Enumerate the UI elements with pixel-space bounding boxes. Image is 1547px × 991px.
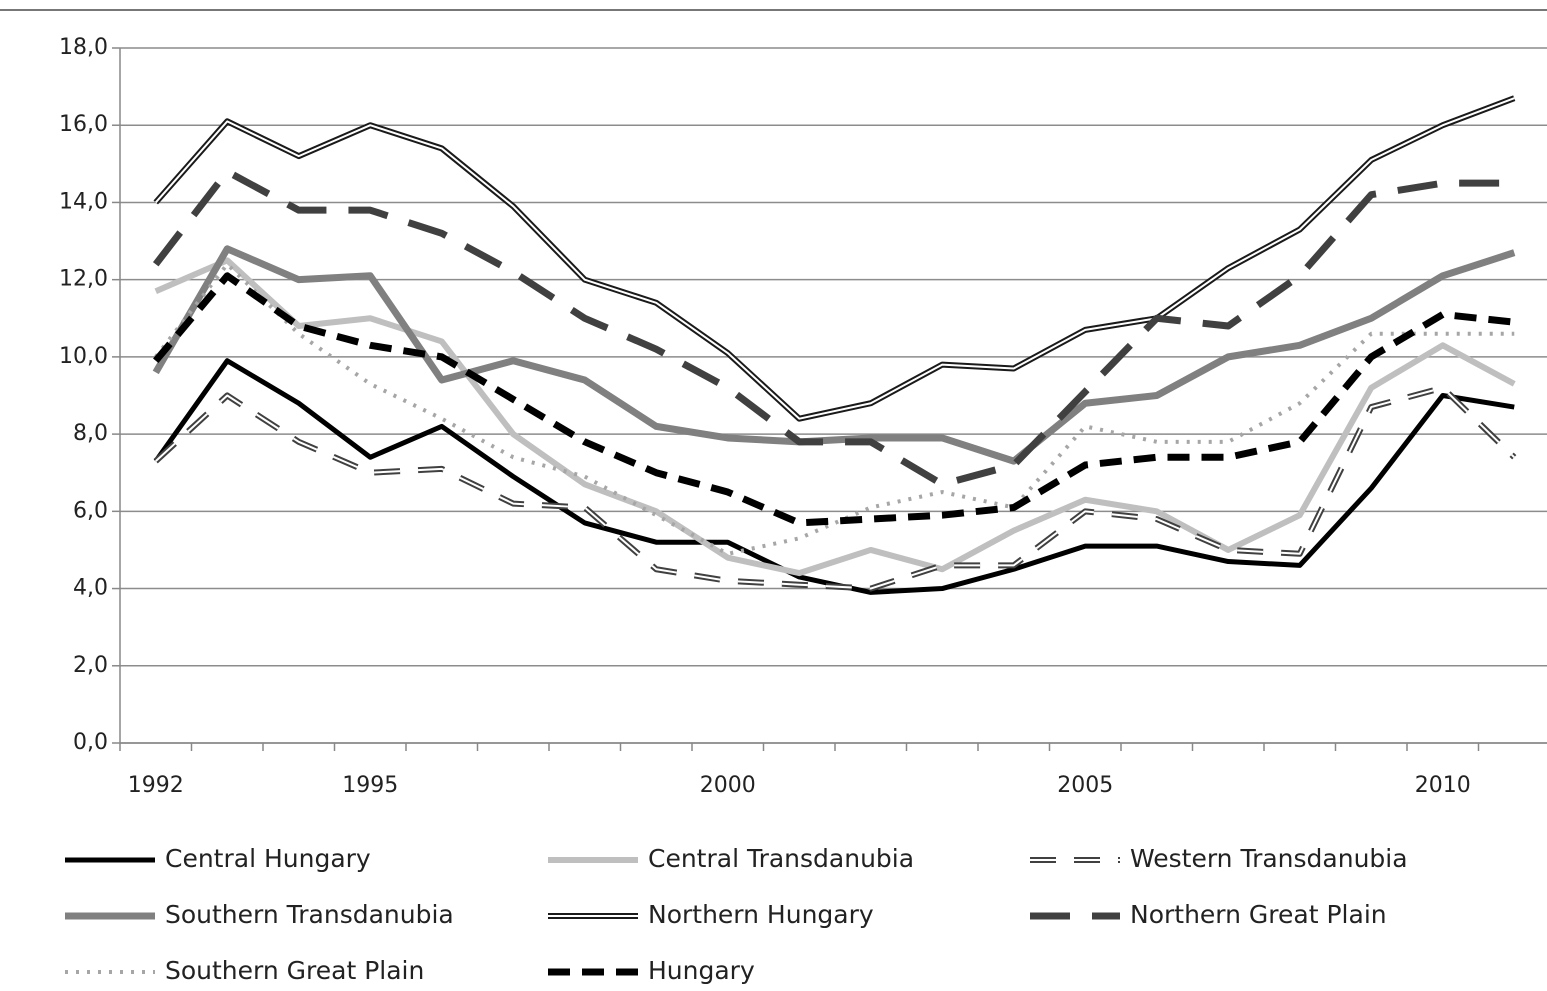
legend-label: Western Transdanubia bbox=[1130, 844, 1408, 873]
x-tick-label: 1995 bbox=[342, 773, 398, 798]
y-tick-label: 14,0 bbox=[59, 189, 108, 214]
y-tick-label: 0,0 bbox=[73, 730, 108, 755]
series-line-inner bbox=[154, 97, 1515, 420]
y-tick-label: 4,0 bbox=[73, 576, 108, 601]
x-tick-label: 2000 bbox=[700, 773, 756, 798]
legend-label: Central Hungary bbox=[165, 844, 371, 873]
series-line bbox=[153, 272, 1515, 527]
series-line bbox=[152, 245, 1516, 465]
y-tick-label: 18,0 bbox=[59, 35, 108, 60]
series-line bbox=[152, 168, 1515, 488]
legend-label: Northern Great Plain bbox=[1130, 900, 1387, 929]
series-line bbox=[154, 257, 1516, 577]
y-tick-label: 2,0 bbox=[73, 653, 108, 678]
y-tick-label: 6,0 bbox=[73, 498, 108, 523]
legend-label: Northern Hungary bbox=[648, 900, 874, 929]
y-tick-label: 8,0 bbox=[73, 421, 108, 446]
legend-label: Hungary bbox=[648, 956, 755, 985]
legend-label: Central Transdanubia bbox=[648, 844, 914, 873]
x-tick-label: 1992 bbox=[128, 773, 184, 798]
x-tick-label: 2005 bbox=[1057, 773, 1113, 798]
x-tick-label: 2010 bbox=[1415, 773, 1471, 798]
y-tick-label: 10,0 bbox=[59, 344, 108, 369]
y-tick-label: 12,0 bbox=[59, 267, 108, 292]
legend-label: Southern Great Plain bbox=[165, 956, 424, 985]
series-line bbox=[153, 358, 1515, 595]
y-tick-label: 16,0 bbox=[59, 112, 108, 137]
series-line-inner bbox=[155, 386, 1515, 590]
legend-label: Southern Transdanubia bbox=[165, 900, 454, 929]
